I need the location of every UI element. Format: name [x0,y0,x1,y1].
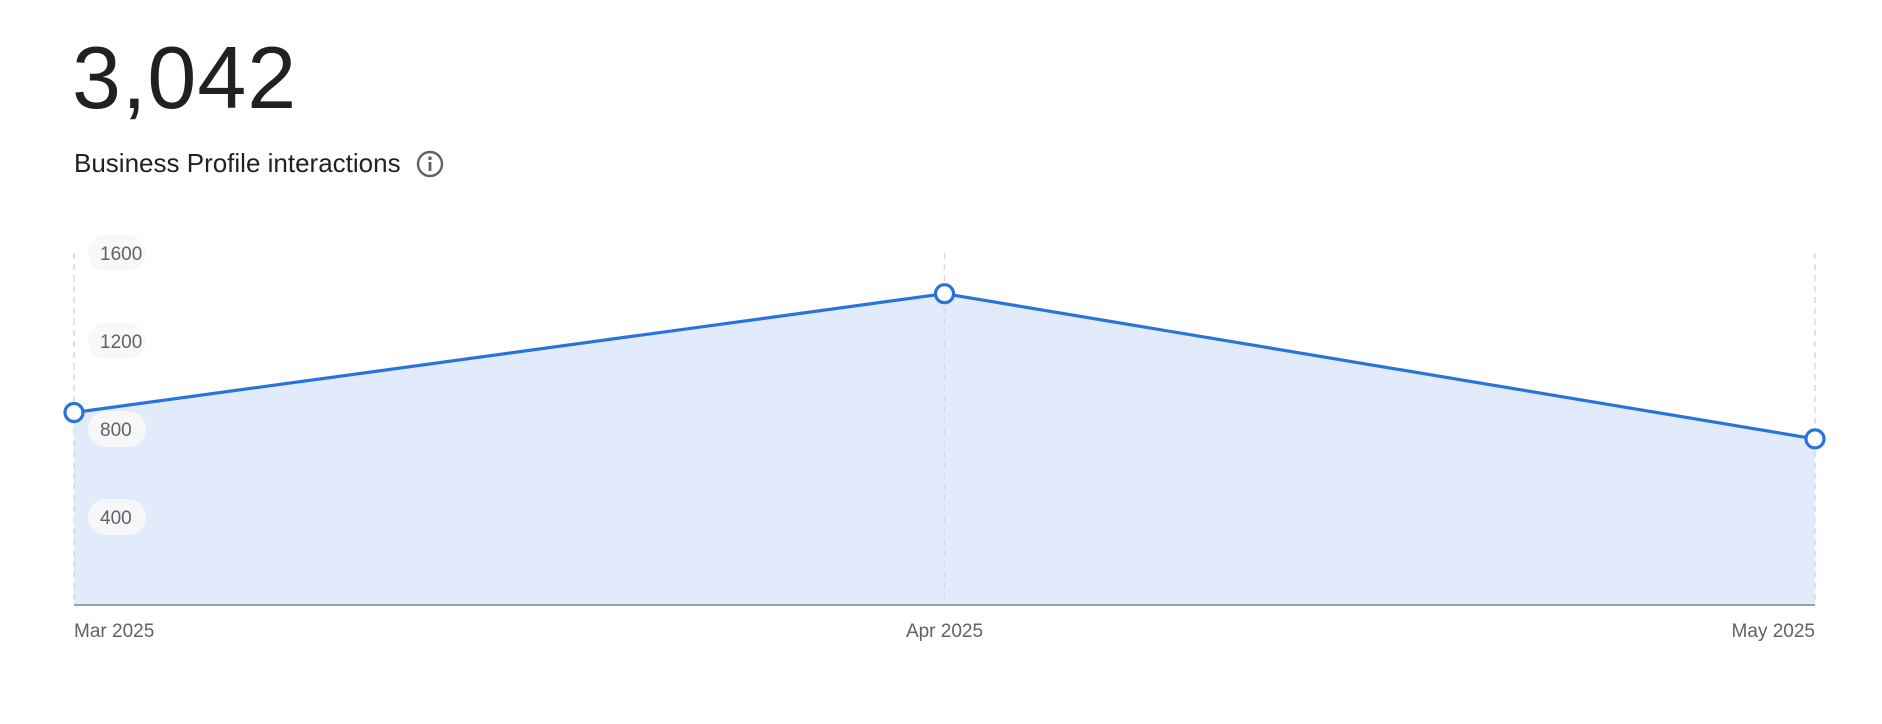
y-tick-label: 400 [100,508,132,529]
x-tick-label: Apr 2025 [906,621,983,642]
y-tick-label: 1200 [100,332,142,353]
data-point-may-2025 [1804,428,1826,450]
area-fill [74,293,1815,605]
y-tick-pill [88,235,146,271]
x-tick-label: May 2025 [1732,621,1815,642]
metric-label-row: Business Profile interactions [74,148,445,179]
info-icon[interactable] [415,149,445,179]
y-tick-1200: 1200 [88,323,146,359]
y-tick-pill [88,411,146,447]
y-tick-800: 800 [88,411,146,447]
y-tick-pill [88,499,146,535]
y-tick-1600: 1600 [88,235,146,271]
metric-label: Business Profile interactions [74,148,401,178]
data-point-apr-2025 [933,283,956,305]
x-tick-label: Mar 2025 [74,621,154,642]
y-tick-label: 1600 [100,244,142,265]
total-interactions-value: 3,042 [72,28,298,127]
y-tick-pill [88,323,146,359]
y-tick-label: 800 [100,420,132,441]
y-tick-400: 400 [88,499,146,535]
data-point-mar-2025 [63,401,85,424]
